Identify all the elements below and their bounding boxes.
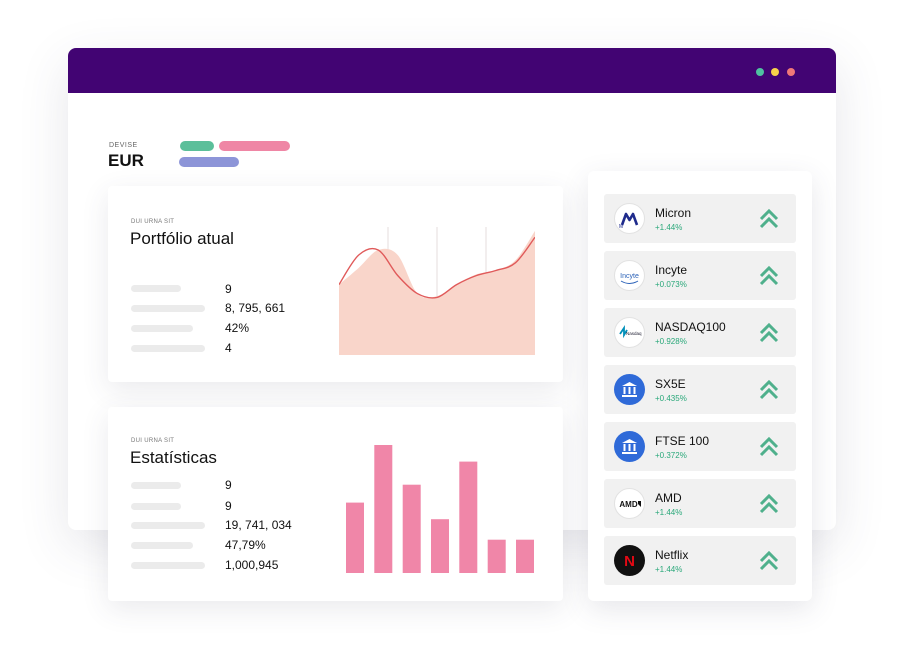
card-eyebrow: DUI URNA SIT [131,219,175,225]
currency-value[interactable]: EUR [108,151,144,170]
statistics-card: DUI URNA SIT Estatísticas 9 9 19, 741, 0… [108,407,563,601]
double-chevron-up-icon [759,436,779,457]
portfolio-value: 4 [225,341,232,355]
stock-change: +0.372% [655,451,687,460]
svg-text:N: N [624,553,635,570]
portfolio-value: 8, 795, 661 [225,301,286,315]
label-placeholder [131,542,193,549]
amd-logo-icon: AMD [614,488,645,519]
statistic-value: 47,79% [225,538,266,552]
stock-item-ftse100[interactable]: FTSE 100 +0.372% [604,422,796,471]
stock-name: NASDAQ100 [655,320,726,334]
svg-text:M: M [619,224,623,230]
bar-3 [402,484,421,573]
bank-icon [614,431,645,462]
stock-change: +0.073% [655,280,687,289]
card-title: Portfólio atual [130,229,234,248]
stock-name: SX5E [655,377,686,391]
netflix-logo-icon: N [614,545,645,576]
statistic-value: 19, 741, 034 [225,518,292,532]
bar-4 [431,519,449,573]
double-chevron-up-icon [759,208,779,229]
svg-text:Incyte: Incyte [620,273,639,280]
portfolio-value: 9 [225,282,232,296]
filter-pill-green[interactable] [180,141,214,151]
double-chevron-up-icon [759,493,779,514]
label-placeholder [131,503,181,510]
micron-logo-icon: M [614,203,645,234]
stock-item-micron[interactable]: M Micron +1.44% [604,194,796,243]
svg-text:Nasdaq: Nasdaq [626,331,642,336]
bar-chart [346,445,534,573]
stock-item-sx5e[interactable]: SX5E +0.435% [604,365,796,414]
stock-name: Micron [655,206,692,220]
window-dot-red[interactable] [787,68,795,76]
double-chevron-up-icon [759,550,779,571]
area-chart [339,227,535,355]
stock-change: +1.44% [655,565,683,574]
nasdaq-logo-icon: Nasdaq [614,317,645,348]
statistic-value: 9 [225,499,232,513]
double-chevron-up-icon [759,322,779,343]
window-dot-yellow[interactable] [771,68,779,76]
label-placeholder [131,522,205,529]
stock-item-netflix[interactable]: N Netflix +1.44% [604,536,796,585]
double-chevron-up-icon [759,379,779,400]
stock-item-nasdaq100[interactable]: Nasdaq NASDAQ100 +0.928% [604,308,796,357]
label-placeholder [131,305,205,312]
bar-6 [487,539,506,573]
portfolio-card: DUI URNA SIT Portfólio atual 9 8, 795, 6… [108,186,563,382]
stock-item-amd[interactable]: AMD AMD +1.44% [604,479,796,528]
area-series-line [339,236,535,299]
filter-pill-purple[interactable] [179,157,239,167]
portfolio-value: 42% [225,321,250,335]
double-chevron-up-icon [759,265,779,286]
stock-name: Incyte [655,263,688,277]
stock-name: FTSE 100 [655,434,710,448]
currency-label: DEVISE [109,142,138,149]
svg-text:AMD: AMD [619,500,637,509]
filter-pill-pink[interactable] [219,141,290,151]
bar-5 [459,461,478,573]
label-placeholder [131,562,205,569]
stock-change: +1.44% [655,223,683,232]
label-placeholder [131,482,181,489]
stock-item-incyte[interactable]: Incyte Incyte +0.073% [604,251,796,300]
bar-1 [346,502,364,573]
stock-change: +0.928% [655,337,687,346]
label-placeholder [131,325,193,332]
stock-list-panel: M Micron +1.44% Incyte Incyte +0.073% Na [588,171,812,601]
stock-change: +1.44% [655,508,683,517]
bar-2 [374,445,393,573]
card-eyebrow: DUI URNA SIT [131,438,175,444]
stock-name: AMD [655,491,682,505]
stock-name: Netflix [655,548,689,562]
window-dot-green[interactable] [756,68,764,76]
card-title: Estatísticas [130,448,217,467]
incyte-logo-icon: Incyte [614,260,645,291]
statistic-value: 9 [225,478,232,492]
bank-icon [614,374,645,405]
bar-7 [516,539,534,573]
title-bar [68,48,836,93]
label-placeholder [131,345,205,352]
stock-change: +0.435% [655,394,687,403]
statistic-value: 1,000,945 [225,558,279,572]
label-placeholder [131,285,181,292]
